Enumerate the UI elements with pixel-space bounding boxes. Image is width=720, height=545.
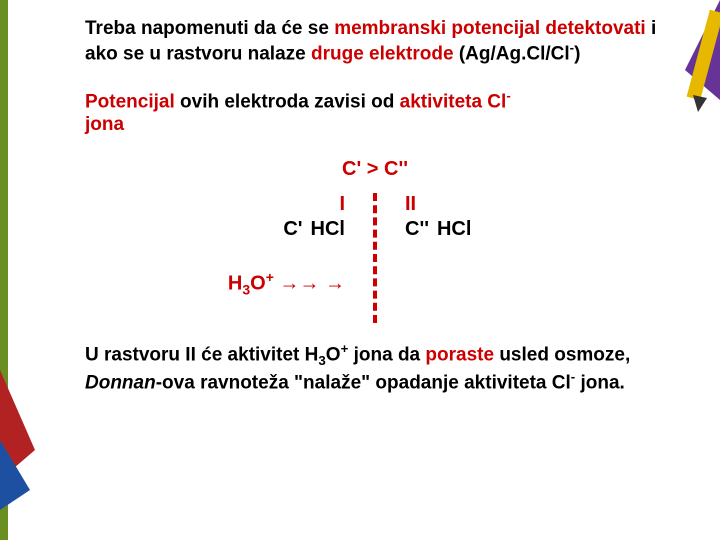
p3-text-3: usled osmoze,	[494, 345, 630, 366]
h3o-arrows: H3O+ →→ →	[228, 269, 345, 298]
p3-text-4: -ova ravnoteža "nalaže" opadanje aktivit…	[156, 372, 571, 393]
paragraph-1: Treba napomenuti da će se membranski pot…	[85, 18, 665, 66]
c-prime: C'	[283, 218, 302, 241]
roman-2: II	[405, 193, 416, 216]
c-double-prime: C''	[405, 218, 429, 241]
p2-text-2: jona	[85, 114, 124, 135]
left-pencil-decoration	[0, 0, 40, 540]
diagram-right-compartment: II C'' HCl	[377, 193, 557, 323]
inequality: C' > C''	[85, 158, 665, 181]
p3-text-1: U rastvoru II će aktivitet H	[85, 345, 318, 366]
p3-red-1: poraste	[425, 345, 494, 366]
slide-content: Treba napomenuti da će se membranski pot…	[85, 18, 665, 417]
diagram-left-compartment: I C' HCl H3O+ →→ →	[193, 193, 373, 323]
p1-text-4: )	[574, 44, 580, 65]
p3-italic-1: Donnan	[85, 372, 156, 393]
paragraph-3: U rastvoru II će aktivitet H3O+ jona da …	[85, 341, 665, 395]
hcl-right: HCl	[437, 218, 471, 241]
membrane-diagram: I C' HCl H3O+ →→ → II C'' HCl	[85, 193, 665, 323]
right-pencil-decoration	[670, 0, 720, 540]
p2-red-1: Potencijal	[85, 91, 175, 112]
p3-text-2: jona da	[348, 345, 425, 366]
p2-text-1: ovih elektroda zavisi od	[175, 91, 400, 112]
p3-text-1b: O	[326, 345, 341, 366]
p1-text-1: Treba napomenuti da će se	[85, 18, 334, 39]
p1-red-3: druge elektrode	[311, 44, 454, 65]
hcl-left: HCl	[311, 218, 345, 241]
p1-red-2: detektovati	[545, 18, 645, 39]
p3-text-5: jona.	[575, 372, 625, 393]
paragraph-2: Potencijal ovih elektroda zavisi od akti…	[85, 88, 665, 136]
p2-red-2: aktiviteta Cl	[400, 91, 507, 112]
p2-sup-1: -	[506, 88, 510, 103]
p1-text-3: (Ag/Ag.Cl/Cl	[454, 44, 570, 65]
p1-red-1: membranski potencijal	[334, 18, 540, 39]
p3-sub-1: 3	[318, 353, 325, 368]
roman-1: I	[339, 193, 345, 216]
